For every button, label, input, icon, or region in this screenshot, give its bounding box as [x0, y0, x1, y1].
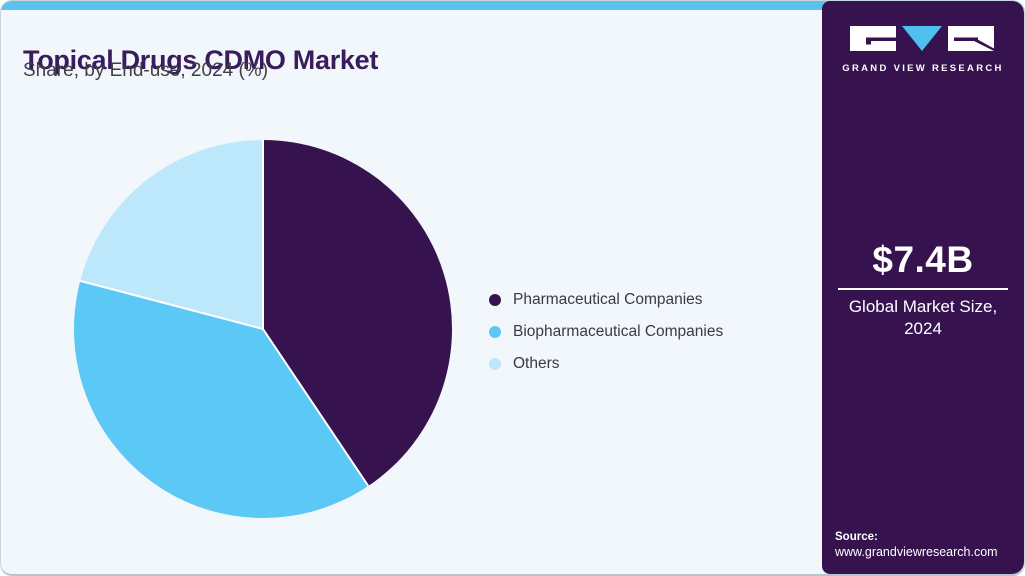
legend-swatch-icon	[489, 293, 501, 306]
legend-item: Biopharmaceutical Companies	[489, 321, 723, 342]
source-label: Source:	[835, 531, 878, 543]
legend-label: Others	[513, 354, 560, 372]
legend-label: Pharmaceutical Companies	[513, 290, 703, 308]
legend-item: Others	[489, 353, 723, 374]
brand-sidebar: GRAND VIEW RESEARCH $7.4B Global Market …	[822, 1, 1024, 574]
pie-chart	[73, 140, 452, 518]
legend: Pharmaceutical Companies Biopharmaceutica…	[489, 289, 723, 385]
page-title: Topical Drugs CDMO Market	[23, 45, 379, 76]
legend-swatch-icon	[489, 325, 501, 338]
slice-separator	[79, 279, 264, 330]
pie-slice-pharmaceutical-companies	[263, 140, 452, 486]
brand-name: GRAND VIEW RESEARCH	[842, 63, 1004, 74]
top-accent-strip	[1, 1, 1024, 10]
gvr-logo-icon	[850, 26, 994, 51]
legend-swatch-icon	[489, 357, 501, 370]
market-size-value: $7.4B	[872, 239, 974, 280]
source-block: Source: www.grandviewresearch.com	[835, 531, 998, 559]
page-subtitle: Share, by End-use, 2024 (%)	[23, 60, 269, 81]
slice-separator	[262, 328, 370, 487]
pie-slice-biopharmaceutical-companies	[73, 280, 369, 518]
gvr-logo: GRAND VIEW RESEARCH	[822, 25, 1024, 74]
market-size-block: $7.4B Global Market Size, 2024	[822, 239, 1024, 340]
source-url: www.grandviewresearch.com	[835, 545, 998, 559]
market-size-label: Global Market Size, 2024	[848, 297, 998, 338]
pie-slice-others	[80, 140, 263, 329]
divider-line	[838, 288, 1008, 290]
legend-label: Biopharmaceutical Companies	[513, 322, 724, 340]
legend-item: Pharmaceutical Companies	[489, 289, 723, 310]
